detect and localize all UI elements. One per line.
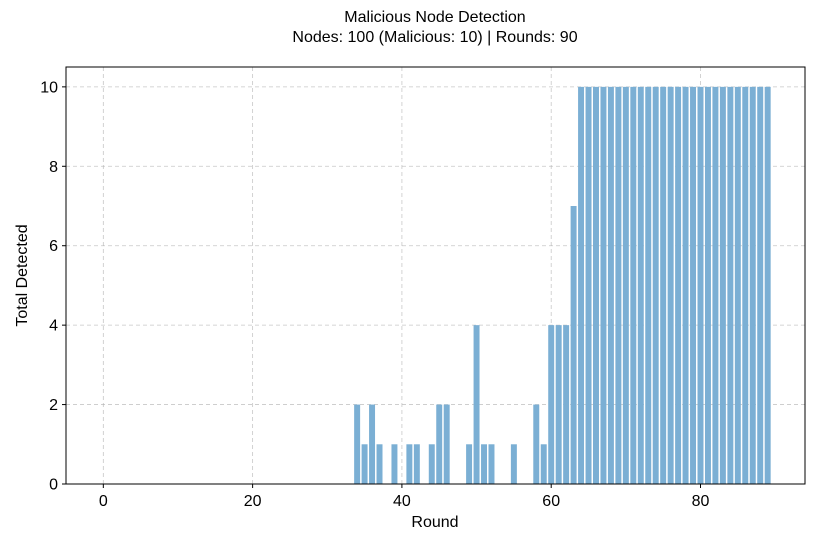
bar	[757, 86, 764, 484]
bar	[585, 86, 592, 484]
bar	[466, 444, 473, 484]
bar	[652, 86, 659, 484]
bar	[690, 86, 697, 484]
bar	[428, 444, 435, 484]
bar	[645, 86, 652, 484]
bar	[391, 444, 398, 484]
bar	[764, 86, 771, 484]
y-tick-label: 8	[49, 159, 58, 176]
bar	[727, 86, 734, 484]
bar	[607, 86, 614, 484]
bar	[630, 86, 637, 484]
bar	[734, 86, 741, 484]
bar	[510, 444, 517, 484]
bar	[578, 86, 585, 484]
bar	[354, 404, 361, 484]
bar	[600, 86, 607, 484]
bar	[548, 325, 555, 484]
bar	[443, 404, 450, 484]
ticks-layer: 0 20 40 60 80 0 2 4 6 8 10	[40, 79, 709, 510]
bar	[413, 444, 420, 484]
bar	[742, 86, 749, 484]
bar	[563, 325, 570, 484]
bar	[488, 444, 495, 484]
y-tick-label: 2	[49, 397, 58, 414]
bar	[637, 86, 644, 484]
bar	[540, 444, 547, 484]
bar	[622, 86, 629, 484]
bar	[712, 86, 719, 484]
bar	[436, 404, 443, 484]
bar	[719, 86, 726, 484]
bar	[533, 404, 540, 484]
y-tick-label: 4	[49, 318, 58, 335]
bars-layer	[354, 86, 771, 484]
y-tick-label: 0	[49, 477, 58, 494]
bar	[361, 444, 368, 484]
y-tick-label: 10	[40, 79, 58, 96]
x-tick-label: 0	[99, 493, 108, 510]
bar	[473, 325, 480, 484]
bar	[660, 86, 667, 484]
bar	[555, 325, 562, 484]
bar	[593, 86, 599, 484]
chart-subtitle: Nodes: 100 (Malicious: 10) | Rounds: 90	[292, 29, 577, 46]
bar	[682, 86, 689, 484]
bar	[675, 86, 682, 484]
chart-title: Malicious Node Detection	[344, 9, 525, 26]
bar	[697, 86, 704, 484]
x-tick-label: 80	[692, 493, 710, 510]
bar	[369, 404, 376, 484]
bar	[570, 206, 577, 484]
bar	[667, 86, 674, 484]
bar	[376, 444, 383, 484]
x-axis-label: Round	[411, 514, 458, 531]
x-tick-label: 20	[244, 493, 262, 510]
bar	[406, 444, 413, 484]
bar	[749, 86, 756, 484]
y-axis-label: Total Detected	[14, 224, 31, 326]
bar	[704, 86, 711, 484]
bar	[615, 86, 622, 484]
x-tick-label: 40	[393, 493, 411, 510]
bar	[481, 444, 488, 484]
plot-frame	[65, 66, 806, 485]
y-tick-label: 6	[49, 238, 58, 255]
x-tick-label: 60	[542, 493, 560, 510]
